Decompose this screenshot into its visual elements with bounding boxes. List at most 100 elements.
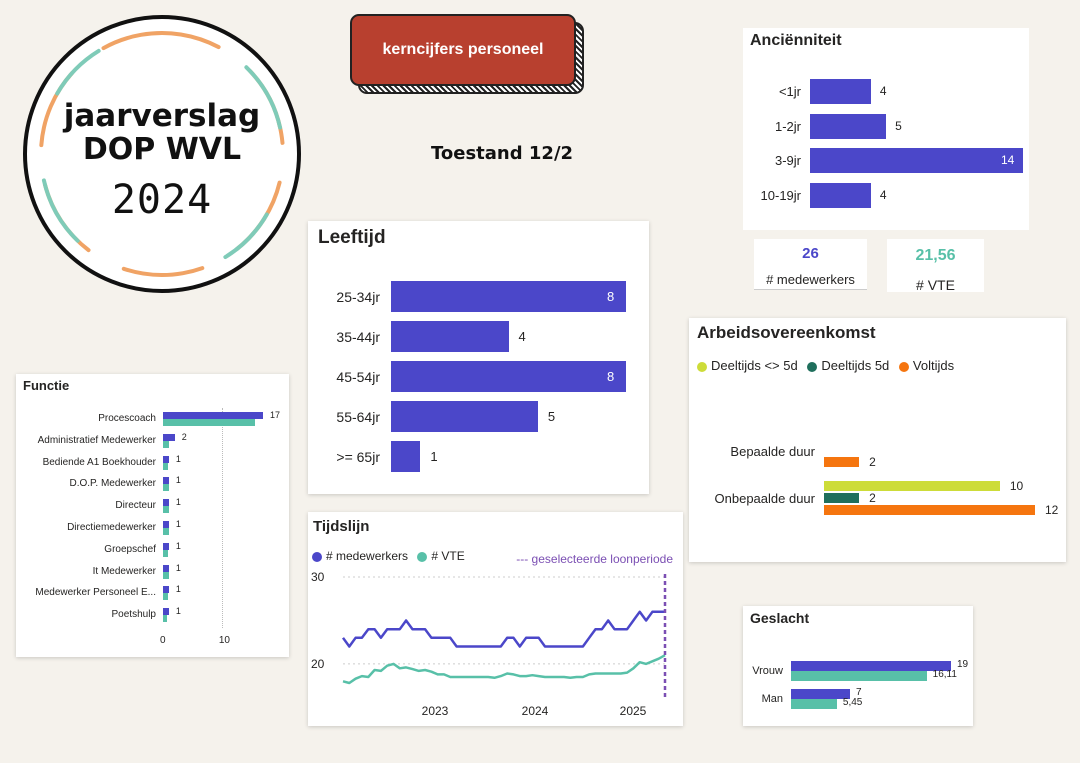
leeftijd-card[interactable]: Leeftijd 25-34jr 8 35-44jr 4 45-54jr 8 55-64jr… xyxy=(308,221,649,494)
arbeid-value-label: 2 xyxy=(869,491,876,505)
geslacht-value-label: 19 xyxy=(957,659,969,670)
leeftijd-value-label: 5 xyxy=(547,409,556,424)
arbeid-legend-item[interactable]: Deeltijds <> 5d xyxy=(697,358,798,373)
functie-category-label: Procescoach xyxy=(98,413,156,424)
ancienniteit-bar xyxy=(810,113,887,139)
kpi-vte-card[interactable]: 21,56 # VTE xyxy=(887,239,984,293)
ancienniteit-value-label: 4 xyxy=(879,187,887,202)
geslacht-category-label: Vrouw xyxy=(752,665,783,677)
tijdslijn-series-line xyxy=(341,610,665,648)
functie-bar-medewerkers xyxy=(163,477,169,485)
tijdslijn-x-tick: 2023 xyxy=(422,704,449,718)
ancienniteit-value-label: 14 xyxy=(1001,153,1015,167)
functie-bar-medewerkers xyxy=(163,499,169,507)
ancienniteit-bar xyxy=(810,148,1023,173)
functie-value-label: 1 xyxy=(175,540,181,551)
functie-category-label: Poetshulp xyxy=(111,609,156,621)
legend-dot-icon xyxy=(312,551,322,562)
leeftijd-bar xyxy=(391,321,509,352)
functie-x-tick: 10 xyxy=(218,635,230,646)
functie-bar-medewerkers xyxy=(163,586,169,594)
arbeid-legend-label: Deeltijds <> 5d xyxy=(711,358,798,374)
functie-category-label: Bediende A1 Boekhouder xyxy=(42,456,156,468)
functie-bar-vte xyxy=(163,571,169,579)
arbeid-legend-item[interactable]: Voltijds xyxy=(898,358,954,373)
tijdslijn-card[interactable]: Tijdslijn # medewerkers # VTE --- gesele… xyxy=(308,512,683,726)
functie-category-label: D.O.P. Medewerker xyxy=(69,478,156,490)
ancienniteit-category-label: <1jr xyxy=(778,84,801,99)
kpi-medewerkers-card[interactable]: 26 # medewerkers xyxy=(754,239,867,290)
leeftijd-value-label: 4 xyxy=(518,329,526,344)
arbeid-card[interactable]: Arbeidsovereenkomst Deeltijds <> 5d Deel… xyxy=(689,318,1066,562)
arbeid-legend-label: Deeltijds 5d xyxy=(821,358,890,374)
functie-value-label: 17 xyxy=(270,410,281,420)
arbeid-bar xyxy=(824,481,1000,491)
functie-bar-vte xyxy=(163,506,169,514)
tijdslijn-plot: 20 30 2023 2024 2025 xyxy=(311,570,667,718)
arbeid-title: Arbeidsovereenkomst xyxy=(697,323,876,342)
ancienniteit-bar xyxy=(810,182,871,208)
legend-dot-icon xyxy=(898,361,909,372)
leeftijd-category-label: 45-54jr xyxy=(336,369,380,385)
arbeid-legend: Deeltijds <> 5d Deeltijds 5d Voltijds xyxy=(697,357,960,373)
tijdslijn-legend-item[interactable]: # VTE xyxy=(417,549,465,563)
tijdslijn-series-line xyxy=(342,654,666,685)
arbeid-bar xyxy=(824,505,1035,515)
geslacht-category-label: Man xyxy=(761,693,783,705)
functie-value-label: 1 xyxy=(175,475,181,486)
ancienniteit-value-label: 4 xyxy=(879,84,887,98)
functie-title: Functie xyxy=(23,378,70,393)
functie-x-tick: 0 xyxy=(160,635,166,646)
leeftijd-category-label: 25-34jr xyxy=(336,289,380,305)
leeftijd-value-label: 8 xyxy=(607,369,615,384)
geslacht-bar-medewerkers xyxy=(791,661,951,671)
tijdslijn-y-tick: 30 xyxy=(311,570,325,584)
functie-category-label: Directeur xyxy=(115,500,156,512)
leeftijd-category-label: >= 65jr xyxy=(336,449,380,465)
arbeid-category-label: Onbepaalde duur xyxy=(714,491,815,506)
functie-bar-vte xyxy=(163,528,169,535)
functie-category-label: Groepschef xyxy=(104,543,156,555)
leeftijd-bar xyxy=(391,401,538,432)
leeftijd-value-label: 1 xyxy=(430,449,438,464)
functie-bar-medewerkers xyxy=(163,433,175,441)
ancienniteit-category-label: 1-2jr xyxy=(774,118,801,134)
functie-bar-medewerkers xyxy=(163,564,169,572)
functie-bar-medewerkers xyxy=(163,412,263,419)
geslacht-bar-medewerkers xyxy=(791,689,850,699)
logo-line-1: jaarverslag xyxy=(63,98,261,134)
ancienniteit-card[interactable]: Anciënniteit <1jr 4 1-2jr 5 3-9jr 14 10-19jr 4 xyxy=(743,28,1029,230)
banner-button[interactable]: kerncijfers personeel xyxy=(350,14,576,86)
tijdslijn-title: Tijdslijn xyxy=(313,518,370,535)
leeftijd-category-label: 55-64jr xyxy=(336,409,380,425)
leeftijd-bar xyxy=(391,441,421,472)
status-label: Toestand 12/2 xyxy=(431,143,574,164)
geslacht-card[interactable]: Geslacht Vrouw 19 16,11 Man 7 5,45 xyxy=(743,606,973,726)
functie-bar-vte xyxy=(163,440,169,448)
functie-bar-vte xyxy=(163,549,168,557)
tijdslijn-y-tick: 20 xyxy=(311,657,325,671)
logo-line-2: DOP WVL xyxy=(82,132,242,167)
functie-value-label: 1 xyxy=(175,562,181,573)
geslacht-value-label: 5,45 xyxy=(842,697,863,708)
leeftijd-bar xyxy=(391,361,626,392)
legend-dot-icon xyxy=(697,361,707,372)
functie-value-label: 2 xyxy=(181,431,187,442)
ancienniteit-value-label: 5 xyxy=(895,118,902,133)
functie-category-label: It Medewerker xyxy=(92,565,156,577)
functie-bar-vte xyxy=(163,484,169,492)
geslacht-value-label: 7 xyxy=(855,687,862,698)
arbeid-legend-item[interactable]: Deeltijds 5d xyxy=(807,358,889,373)
functie-bar-medewerkers xyxy=(163,521,169,528)
functie-category-label: Administratief Medewerker xyxy=(37,434,156,446)
functie-card[interactable]: Functie Procescoach 17 Administratief Mede… xyxy=(16,374,289,657)
geslacht-title: Geslacht xyxy=(750,610,810,626)
ancienniteit-category-label: 3-9jr xyxy=(774,153,801,168)
functie-bar-vte xyxy=(163,593,168,601)
functie-gridline xyxy=(221,408,223,628)
tijdslijn-legend-item[interactable]: # medewerkers xyxy=(312,549,408,563)
logo: jaarverslag DOP WVL 2024 xyxy=(22,14,302,294)
tijdslijn-x-tick: 2025 xyxy=(620,704,647,718)
legend-dot-icon xyxy=(417,551,428,562)
arbeid-value-label: 10 xyxy=(1009,479,1024,493)
